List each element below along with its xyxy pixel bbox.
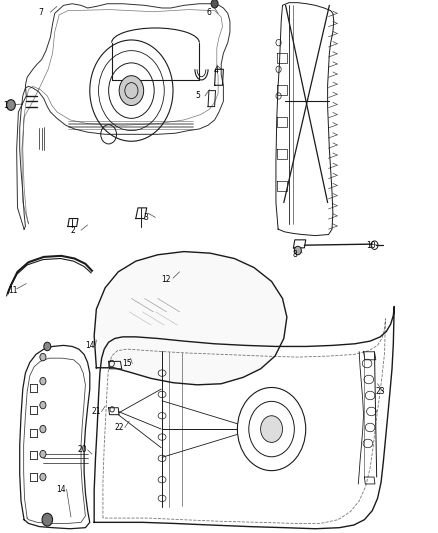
Circle shape bbox=[40, 425, 46, 433]
Polygon shape bbox=[94, 252, 287, 385]
Circle shape bbox=[294, 246, 301, 255]
Text: 5: 5 bbox=[195, 92, 200, 100]
Text: 15: 15 bbox=[122, 359, 131, 368]
Text: 2: 2 bbox=[70, 226, 75, 235]
Text: 7: 7 bbox=[39, 8, 43, 17]
Text: 8: 8 bbox=[293, 251, 297, 259]
Text: 14: 14 bbox=[56, 485, 66, 494]
Text: 10: 10 bbox=[366, 241, 375, 249]
Text: 11: 11 bbox=[8, 286, 18, 295]
Circle shape bbox=[211, 0, 218, 8]
Text: 21: 21 bbox=[92, 407, 102, 416]
Circle shape bbox=[42, 513, 53, 526]
Circle shape bbox=[40, 450, 46, 458]
Circle shape bbox=[40, 377, 46, 385]
Circle shape bbox=[44, 342, 51, 351]
Text: 4: 4 bbox=[214, 66, 219, 75]
Text: 3: 3 bbox=[144, 213, 148, 222]
Text: 1: 1 bbox=[3, 101, 8, 109]
Circle shape bbox=[119, 76, 144, 106]
Text: 22: 22 bbox=[115, 423, 124, 432]
Text: 23: 23 bbox=[376, 387, 385, 396]
Circle shape bbox=[40, 353, 46, 361]
Text: 20: 20 bbox=[78, 446, 88, 454]
Circle shape bbox=[40, 473, 46, 481]
Circle shape bbox=[7, 100, 15, 110]
Text: 12: 12 bbox=[161, 275, 171, 284]
Circle shape bbox=[261, 416, 283, 442]
Text: 14: 14 bbox=[85, 341, 95, 350]
Text: 6: 6 bbox=[207, 8, 212, 17]
Circle shape bbox=[40, 401, 46, 409]
